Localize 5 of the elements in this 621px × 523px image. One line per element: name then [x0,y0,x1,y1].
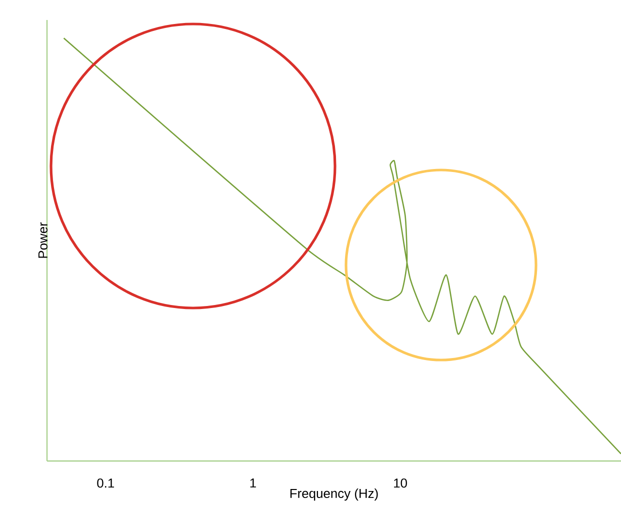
x-tick-label: 0.1 [97,478,114,488]
x-tick-label: 10 [394,478,407,488]
x-axis-title: Frequency (Hz) [290,488,378,501]
x-tick-label: 1 [250,478,256,488]
y-axis-title: Power [38,222,48,258]
